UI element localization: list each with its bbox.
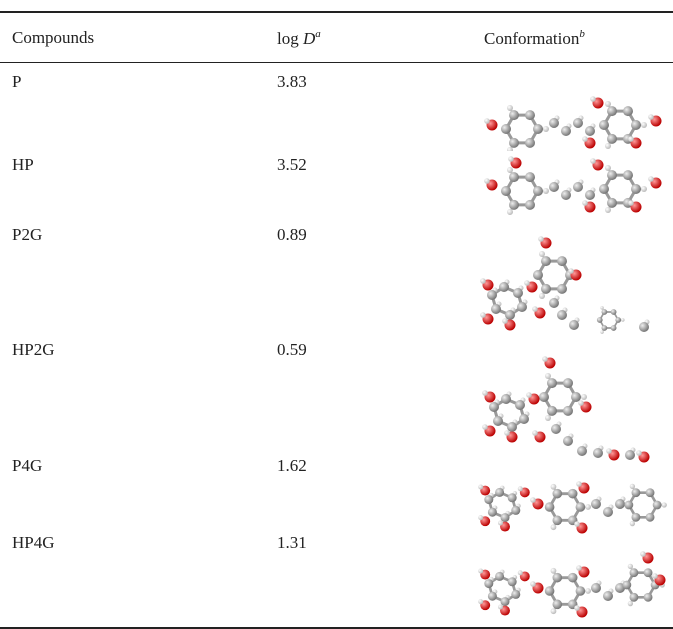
log-d-value: 3.83 bbox=[277, 72, 307, 92]
compound-name: HP2G bbox=[12, 340, 55, 360]
compound-name: HP bbox=[12, 155, 34, 175]
compound-name: P bbox=[12, 72, 21, 92]
header-text: log bbox=[277, 29, 303, 48]
header-cell: log Da bbox=[277, 28, 321, 49]
header-cell: Conformationb bbox=[484, 28, 585, 49]
molecule-image bbox=[478, 95, 668, 151]
header-rule bbox=[0, 62, 673, 63]
header-italic: D bbox=[303, 29, 315, 48]
table-page: Compounds log Da Conformationb P 3.83 HP 3.… bbox=[0, 0, 673, 629]
molecule-image bbox=[478, 355, 668, 467]
molecule-image bbox=[478, 235, 668, 347]
log-d-value: 0.59 bbox=[277, 340, 307, 360]
header-text: Compounds bbox=[12, 28, 94, 47]
molecule-image bbox=[478, 478, 668, 536]
molecule-image bbox=[478, 550, 668, 620]
log-d-value: 3.52 bbox=[277, 155, 307, 175]
compound-name: P2G bbox=[12, 225, 42, 245]
molecule-image bbox=[478, 155, 668, 217]
log-d-value: 1.62 bbox=[277, 456, 307, 476]
compound-name: HP4G bbox=[12, 533, 55, 553]
header-cell: Compounds bbox=[12, 28, 94, 48]
log-d-value: 0.89 bbox=[277, 225, 307, 245]
header-text: Conformation bbox=[484, 29, 579, 48]
log-d-value: 1.31 bbox=[277, 533, 307, 553]
compound-name: P4G bbox=[12, 456, 42, 476]
top-rule bbox=[0, 11, 673, 13]
header-footnote-mark: b bbox=[579, 28, 585, 40]
header-footnote-mark: a bbox=[315, 28, 321, 40]
